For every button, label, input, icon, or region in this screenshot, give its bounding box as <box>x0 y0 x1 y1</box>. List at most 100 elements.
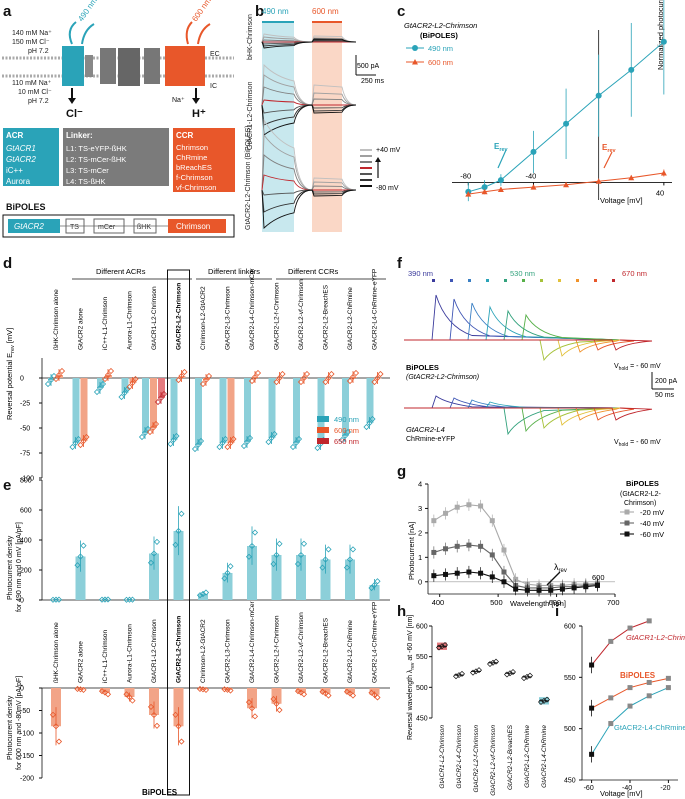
c-point <box>497 177 504 184</box>
g-x-tick-label: 700 <box>607 598 620 607</box>
h-point <box>521 675 527 682</box>
e-ylabel-top: Photocurrent density <box>7 535 14 600</box>
d-point <box>349 373 357 381</box>
e-bot-y-tick-label: -50 <box>20 708 30 715</box>
f-wavelength-tick <box>576 279 579 282</box>
g-legend-title-3: Chrimson) <box>624 500 656 507</box>
b-row-2: GtACR1-L2-Chrimson <box>247 81 254 150</box>
e-category-label: GtACR2-L3-Chrimson <box>225 619 232 683</box>
e-top-point <box>221 575 228 582</box>
construct-label-3: mCer <box>98 224 116 231</box>
e-bot-point <box>368 689 375 696</box>
b-trace <box>261 86 357 106</box>
e-bot-point <box>55 738 63 745</box>
d-point <box>199 380 207 388</box>
f-vhold-2: Vhold = - 60 mV <box>614 439 661 448</box>
acr-item-3: iC++ <box>6 166 23 175</box>
d-bar <box>195 378 202 445</box>
g-legend-label: -40 mV <box>640 519 664 528</box>
d-point <box>289 443 297 451</box>
e-bot-point <box>248 705 256 712</box>
d-chart-area: 0 -25 -50 -75 -100 ßHK-Chrimson alone GtACR2 a… <box>20 268 390 796</box>
d-legend-swatch-3 <box>317 438 329 444</box>
e-top-point <box>276 540 283 547</box>
b-legend-top: +40 mV <box>376 147 401 154</box>
e-category-label: ßHK-Chrimson alone <box>53 622 60 683</box>
h-y-tick-label: 450 <box>416 716 428 723</box>
f-wavelength-tick <box>540 279 543 282</box>
g-point <box>454 543 460 549</box>
e-top-point <box>172 541 179 548</box>
e-bot-point <box>147 703 155 710</box>
e-bot-y-tick-label: -150 <box>20 753 34 760</box>
c-x-tick-label: -40 <box>525 171 536 180</box>
b-scale-current: 500 pA <box>357 63 380 70</box>
e-bot-point <box>346 690 354 697</box>
c-point <box>660 38 667 45</box>
d-point <box>157 394 165 402</box>
d-legend-2: 600 nm <box>334 426 359 435</box>
c-legend-marker <box>412 59 418 65</box>
e-bot-point <box>172 711 179 718</box>
d-point <box>202 376 210 384</box>
e-footer: BiPOLES <box>142 788 178 797</box>
c-title-2: (BiPOLES) <box>420 31 458 40</box>
h-point <box>436 644 442 651</box>
acr-block <box>62 46 84 86</box>
d-point <box>99 380 107 388</box>
i-point <box>627 703 633 709</box>
e-category-label: Chrimson-L2-GtACR2 <box>200 619 207 683</box>
d-point <box>352 369 360 377</box>
d-point <box>346 377 354 385</box>
d-point <box>154 398 162 406</box>
e-top-point <box>294 560 302 568</box>
panel-i: Voltage [mV] 450 500 550 600 -60 -40 -20 GtACR… <box>564 618 685 798</box>
b-trace <box>261 99 356 106</box>
e-bot-point <box>153 722 161 729</box>
i-x-tick-label: -20 <box>660 785 670 792</box>
e-category-label: GtACR1-L2-Chrimson <box>151 619 158 683</box>
g-ylabel: Photocurrent [nA] <box>407 522 416 580</box>
h-point <box>493 658 499 665</box>
f-trace-biopoles <box>404 339 621 353</box>
b-current-traces <box>261 33 357 229</box>
e-bot-point <box>300 691 308 698</box>
e-top-point <box>74 562 81 569</box>
d-category-label: GtACR2-L2-Chrimson <box>176 283 183 350</box>
c-point <box>481 184 488 191</box>
c-x-tick-label: -80 <box>460 171 471 180</box>
e-top-bar <box>100 599 110 601</box>
b-trace <box>261 118 357 191</box>
d-point <box>121 389 128 397</box>
b-red-label: 600 nm <box>312 7 339 16</box>
g-point <box>501 579 507 585</box>
f-wavelength-tick <box>558 279 561 282</box>
g-x-tick-label: 400 <box>432 598 445 607</box>
e-top-point <box>368 584 375 592</box>
e-top-bar <box>369 585 380 600</box>
e-top-point <box>77 553 84 560</box>
e-bot-point <box>80 686 87 693</box>
e-category-label: GtACR2-L4-ChRmine-eYFP <box>372 602 379 683</box>
g-point <box>443 571 449 577</box>
e-top-point <box>273 551 280 559</box>
d-legend-3: 650 nm <box>334 437 359 446</box>
d-point <box>328 370 335 378</box>
b-trace <box>261 63 357 106</box>
e-top-bar <box>75 556 86 600</box>
b-legend-arrow-head <box>375 157 381 162</box>
construct-label-4: ßHK <box>137 224 151 231</box>
g-x-tick-label: 500 <box>490 598 503 607</box>
e-top-point <box>175 527 182 535</box>
d-bar <box>317 378 325 444</box>
c-erev-arrow-blue <box>497 149 507 169</box>
b-trace <box>261 38 357 49</box>
f-trace-chrmine <box>404 395 621 409</box>
h-y-tick-label: 600 <box>416 624 428 631</box>
g-point <box>501 569 507 575</box>
g-point <box>466 569 472 575</box>
d-point <box>170 436 177 444</box>
i-y-tick-label: 600 <box>564 624 576 631</box>
e-bot-point <box>371 691 378 698</box>
d-point <box>369 415 376 423</box>
